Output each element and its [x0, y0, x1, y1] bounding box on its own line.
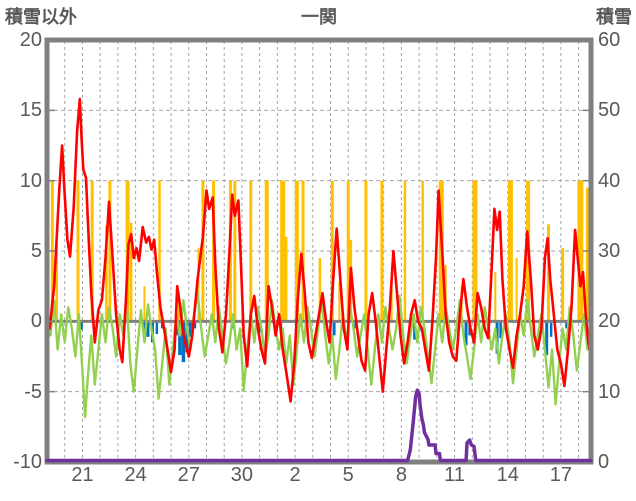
blue-bar [499, 321, 502, 339]
blue-bar [143, 321, 146, 332]
blue-bar [185, 321, 189, 353]
x-tick-label: 2 [289, 464, 301, 486]
blue-bar [464, 321, 468, 346]
orange-bar [280, 180, 286, 322]
orange-bar [380, 180, 384, 322]
y-right-tick-label: 20 [598, 310, 621, 333]
y-right-tick-label: 30 [598, 240, 621, 262]
blue-bar [565, 321, 568, 329]
orange-bar [561, 248, 565, 322]
orange-bar [546, 224, 550, 322]
orange-bar [515, 258, 518, 322]
blue-bar [193, 321, 197, 329]
blue-bar [258, 321, 261, 333]
orange-bar [338, 281, 341, 322]
x-tick-label: 5 [342, 464, 354, 486]
orange-bar [129, 222, 133, 322]
orange-bar [55, 243, 58, 322]
x-tick-label: 30 [230, 464, 254, 486]
orange-bar [421, 180, 424, 322]
chart-title: 一関 [301, 7, 337, 27]
y-left-tick-label: 10 [19, 169, 42, 192]
red-line [45, 97, 593, 403]
orange-bar [284, 236, 288, 322]
orange-bar [346, 180, 350, 322]
blue-bar [178, 321, 182, 356]
orange-bar [249, 180, 253, 322]
y-left-tick-label: 15 [19, 99, 42, 122]
x-tick-label: 11 [444, 464, 465, 486]
orange-bar [507, 180, 513, 322]
left-axis-title: 積雪以外 [5, 7, 77, 27]
x-tick-label: 17 [549, 464, 572, 486]
green-line [45, 292, 593, 419]
orange-bar [403, 180, 407, 322]
blue-bar [181, 321, 186, 363]
blue-bar [189, 321, 193, 337]
orange-bar [143, 286, 146, 322]
orange-bar [105, 225, 108, 322]
y-right-tick-label: 10 [598, 380, 621, 403]
y-right-tick-label: 50 [598, 99, 621, 122]
orange-bar [90, 180, 94, 322]
orange-bar [201, 180, 205, 322]
right-axis-title: 積雪 [596, 7, 632, 27]
blue-bar [146, 321, 150, 337]
orange-bar [301, 180, 305, 322]
y-left-tick-label: 20 [19, 29, 42, 51]
y-right-tick-label: 40 [598, 169, 621, 192]
x-tick-label: 27 [177, 464, 200, 486]
orange-bar [158, 180, 161, 322]
x-tick-label: 8 [395, 464, 407, 486]
orange-bar [318, 258, 322, 322]
orange-bar [76, 180, 80, 322]
y-left-tick-label: -10 [13, 451, 42, 473]
blue-bar [332, 321, 336, 336]
y-right-tick-label: 60 [598, 29, 621, 51]
blue-bar [549, 321, 553, 337]
purple-line [45, 388, 593, 463]
orange-bar [585, 187, 589, 322]
y-left-tick-label: 5 [30, 240, 42, 262]
orange-bar [264, 180, 269, 322]
x-tick-label: 24 [124, 464, 147, 486]
y-left-tick-label: 0 [30, 310, 42, 333]
orange-bar [197, 248, 200, 322]
blue-bar [80, 321, 83, 330]
x-tick-label: 21 [71, 464, 94, 486]
blue-bar [545, 321, 549, 356]
orange-bar [294, 180, 299, 322]
x-tick-label: 14 [496, 464, 519, 486]
orange-bar [364, 180, 368, 322]
orange-bar [233, 180, 237, 322]
orange-bar [494, 272, 497, 322]
orange-bar [108, 180, 112, 322]
orange-bar [472, 180, 478, 322]
y-left-tick-label: -5 [24, 380, 42, 403]
blue-bar [155, 321, 159, 334]
orange-bar [330, 180, 334, 322]
y-right-tick-label: 0 [598, 451, 610, 473]
blue-bar [354, 321, 357, 329]
orange-bar [577, 180, 584, 322]
